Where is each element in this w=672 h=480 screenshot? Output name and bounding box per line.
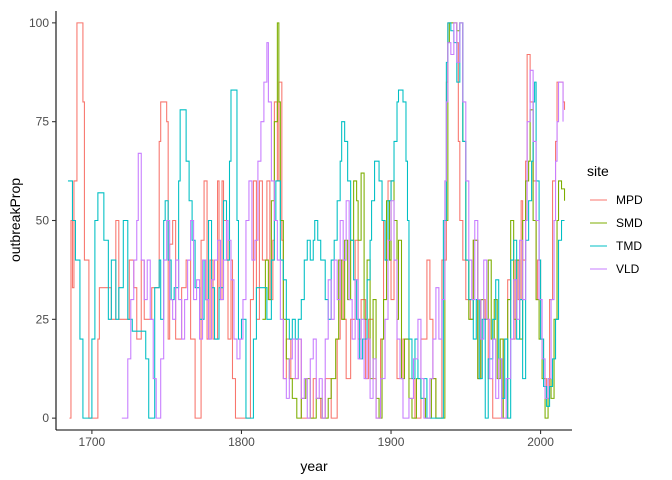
y-tick-label: 0 bbox=[42, 411, 49, 425]
y-tick-label: 50 bbox=[36, 214, 50, 228]
legend-title: site bbox=[587, 163, 609, 179]
x-tick-label: 1900 bbox=[378, 435, 405, 449]
legend-items: MPD SMD TMD VLD bbox=[590, 193, 643, 276]
legend: site MPD SMD TMD VLD bbox=[587, 163, 643, 276]
legend-label-smd: SMD bbox=[616, 216, 643, 230]
series-layer bbox=[67, 22, 566, 419]
x-axis-title: year bbox=[300, 458, 328, 474]
y-tick-label: 100 bbox=[29, 16, 49, 30]
series-line-vld bbox=[121, 22, 564, 419]
y-tick-label: 25 bbox=[36, 312, 50, 326]
legend-label-tmd: TMD bbox=[616, 239, 642, 253]
y-tick-label: 75 bbox=[36, 115, 50, 129]
y-axis-title: outbreakProp bbox=[7, 178, 23, 262]
x-tick-label: 1800 bbox=[228, 435, 255, 449]
plot-panel: 1700 1800 1900 2000 0 25 50 75 100 bbox=[29, 11, 572, 449]
legend-label-mpd: MPD bbox=[616, 193, 643, 207]
x-tick-label: 1700 bbox=[79, 435, 106, 449]
y-axis-ticks: 0 25 50 75 100 bbox=[29, 16, 56, 425]
x-axis-ticks: 1700 1800 1900 2000 bbox=[79, 430, 554, 449]
x-tick-label: 2000 bbox=[527, 435, 554, 449]
legend-label-vld: VLD bbox=[616, 262, 640, 276]
